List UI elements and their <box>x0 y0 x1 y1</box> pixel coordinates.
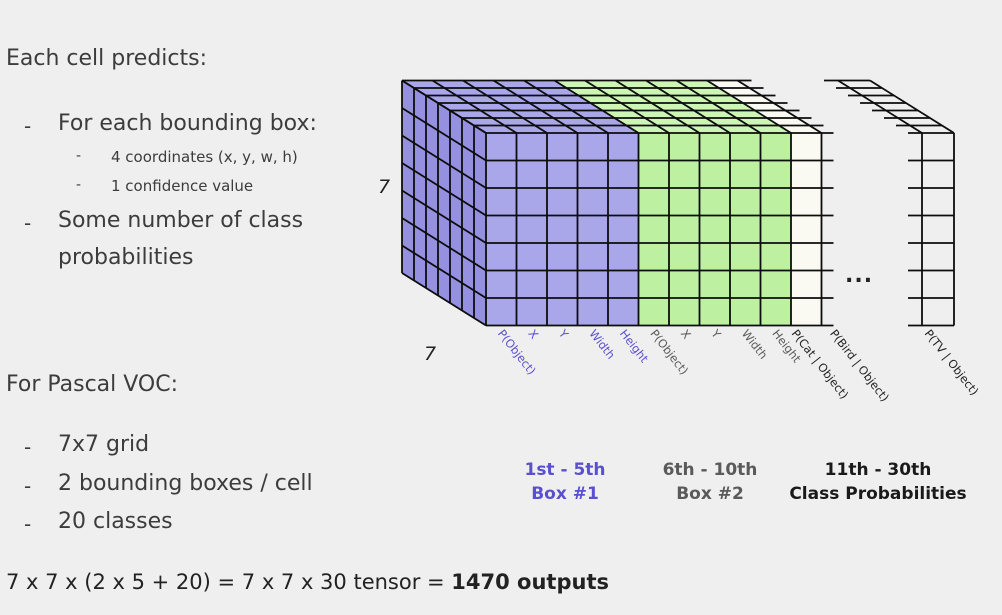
grid-line <box>401 79 487 134</box>
grid-line <box>676 79 761 134</box>
grid-line <box>493 79 578 134</box>
tensor-faces <box>402 80 822 326</box>
channel-label: X <box>678 327 694 342</box>
tensor-grid-lines <box>401 79 955 327</box>
grid-line <box>615 79 700 134</box>
grid-line <box>523 79 609 134</box>
ellipsis: ... <box>845 263 873 288</box>
pascal-item-classes: 20 classes <box>58 509 173 534</box>
grid-line <box>869 79 955 134</box>
grid-line <box>401 134 487 189</box>
channel-label: Y <box>555 326 572 342</box>
formula-text: 7 x 7 x (2 x 5 + 20) = 7 x 7 x 30 tensor… <box>6 570 452 594</box>
sub-dash: - <box>76 148 82 164</box>
bullet-class-prob-line1: Some number of class <box>58 208 304 233</box>
grid-line <box>401 107 487 162</box>
bullet-dash: - <box>24 512 32 536</box>
grid-line <box>401 162 487 217</box>
sub-dash: - <box>76 177 82 193</box>
bullet-dash: - <box>24 211 32 235</box>
pascal-item-boxes: 2 bounding boxes / cell <box>58 471 313 496</box>
channel-label: Y <box>708 326 725 342</box>
left-face <box>402 80 486 326</box>
grid-line <box>837 79 923 134</box>
box1-front-face <box>486 133 639 326</box>
bullet-bounding-box: For each bounding box: <box>58 111 317 136</box>
group-box1-name: Box #1 <box>531 484 599 504</box>
formula-result: 1470 outputs <box>451 570 609 594</box>
pascal-item-grid: 7x7 grid <box>58 432 150 457</box>
bullet-class-prob-line2: probabilities <box>58 245 194 270</box>
bullet-dash: - <box>24 474 32 498</box>
group-classes-name: Class Probabilities <box>789 484 967 504</box>
grid-line <box>737 79 822 134</box>
channel-label: X <box>525 327 541 342</box>
grid-line <box>401 189 487 244</box>
grid-line <box>401 272 487 327</box>
bullet-dash: - <box>24 435 32 459</box>
grid-line <box>401 244 487 299</box>
grid-line <box>462 79 548 134</box>
box2-top-face <box>554 80 791 133</box>
group-classes: 11th - 30th Class Probabilities <box>783 458 973 506</box>
sub-coordinates: 4 coordinates (x, y, w, h) <box>111 148 298 166</box>
heading-pascal-voc: For Pascal VOC: <box>6 372 179 397</box>
channel-label: Height <box>617 327 652 366</box>
group-classes-range: 11th - 30th <box>824 460 932 480</box>
channel-label: Width <box>586 327 618 362</box>
group-box2: 6th - 10th Box #2 <box>650 458 770 506</box>
channel-label: P(TV | Object) <box>922 327 982 398</box>
group-box2-name: Box #2 <box>676 484 744 504</box>
heading-each-cell: Each cell predicts: <box>6 46 207 71</box>
grid-depth-label: 7 <box>424 343 436 365</box>
grid-line <box>401 217 487 272</box>
grid-height-label: 7 <box>378 176 390 198</box>
grid-line <box>584 79 670 134</box>
box1-top-face <box>402 80 639 133</box>
grid-line <box>432 79 517 134</box>
bullet-dash: - <box>24 114 32 138</box>
group-box1-range: 1st - 5th <box>524 460 606 480</box>
grid-line <box>645 79 731 134</box>
class-top-face <box>707 80 822 133</box>
channel-label: Width <box>739 327 771 362</box>
group-box1: 1st - 5th Box #1 <box>510 458 620 506</box>
grid-line <box>554 79 639 134</box>
group-box2-range: 6th - 10th <box>662 460 758 480</box>
class-front-face <box>791 133 822 326</box>
grid-line <box>706 79 792 134</box>
formula: 7 x 7 x (2 x 5 + 20) = 7 x 7 x 30 tensor… <box>6 570 609 594</box>
box2-front-face <box>638 133 791 326</box>
sub-confidence: 1 confidence value <box>111 177 254 195</box>
